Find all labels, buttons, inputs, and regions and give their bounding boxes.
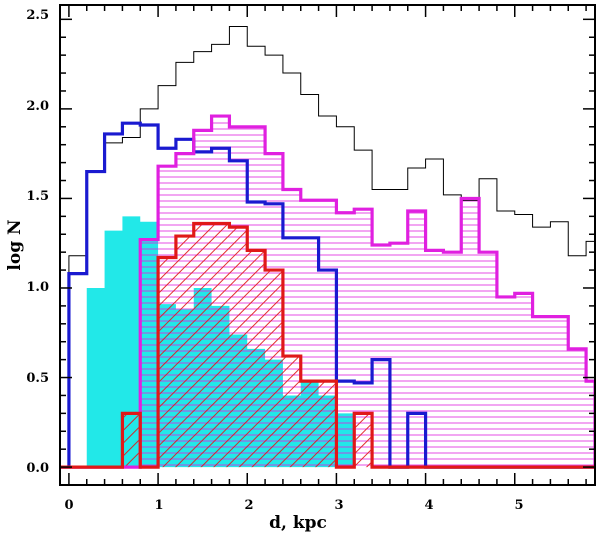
series-magenta-line	[68, 114, 595, 469]
plot-frame	[59, 4, 596, 486]
x-tick-labels: 0 1 2 3 4 5	[64, 498, 523, 513]
y-axis-label: log N	[5, 219, 25, 270]
x-tick-label-4: 4	[424, 498, 433, 513]
y-tick-label-4: 2.0	[26, 99, 49, 114]
y-tick-label-5: 2.5	[26, 8, 49, 23]
y-tick-labels: 0.0 0.5 1.0 1.5 2.0 2.5	[26, 8, 49, 476]
series-red-line	[60, 221, 595, 469]
y-tick-label-2: 1.0	[26, 280, 49, 295]
x-tick-label-0: 0	[64, 498, 73, 513]
x-tick-label-5: 5	[514, 498, 523, 513]
series-blue-line	[60, 121, 595, 469]
ticks-layer	[60, 5, 595, 485]
x-axis-label: d, kpc	[269, 513, 327, 533]
y-tick-label-1: 0.5	[26, 371, 49, 386]
series-total-line	[60, 25, 595, 468]
y-tick-label-3: 1.5	[26, 189, 49, 204]
series-red-hatch	[60, 223, 595, 468]
x-tick-label-1: 1	[154, 498, 163, 513]
x-tick-label-2: 2	[244, 498, 253, 513]
y-tick-label-0: 0.0	[26, 461, 49, 476]
x-tick-label-3: 3	[334, 498, 343, 513]
series-layer	[60, 25, 595, 469]
